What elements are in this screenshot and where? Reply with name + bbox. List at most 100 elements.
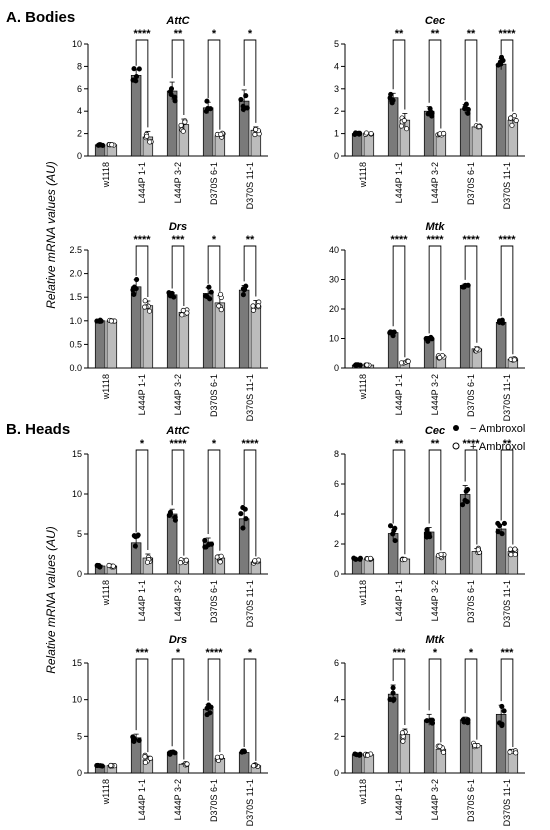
y-tick-label: 10 [72, 489, 82, 499]
data-point-minus [169, 290, 175, 296]
data-point-plus [147, 755, 153, 761]
data-point-minus [356, 752, 362, 758]
data-point-minus [499, 703, 505, 709]
data-point-minus [500, 57, 506, 64]
x-tick-label: L444P 3-2 [430, 162, 440, 203]
y-tick-label: 20 [329, 304, 339, 314]
data-point-plus [252, 558, 258, 564]
data-point-plus [142, 754, 148, 760]
x-tick-label: w1118 [101, 580, 111, 606]
y-tick-label: 0 [77, 768, 82, 778]
bar-plus-ambroxol [471, 126, 483, 157]
data-point-minus [464, 499, 470, 505]
data-point-minus [460, 502, 466, 508]
data-point-plus [142, 759, 148, 766]
x-tick-label: L444P 3-2 [430, 374, 440, 415]
data-point-plus [440, 749, 447, 755]
data-point-minus [94, 762, 100, 769]
data-point-minus [392, 538, 398, 544]
y-tick-label: 0 [77, 151, 82, 161]
data-point-plus [368, 555, 374, 561]
x-tick-label: L444P 3-2 [173, 374, 183, 415]
significance-bracket [243, 245, 257, 297]
significance-label: **** [133, 234, 151, 246]
significance-label: ** [431, 438, 440, 450]
x-tick-label: L444P 3-2 [173, 162, 183, 203]
data-point-plus [184, 761, 190, 767]
data-point-minus [424, 527, 430, 533]
y-tick-label: 1.5 [69, 292, 82, 302]
legend-marker-minus [453, 425, 459, 431]
data-point-minus [131, 66, 137, 72]
significance-label: **** [498, 28, 516, 40]
data-point-plus [218, 754, 225, 760]
data-point-plus [180, 307, 186, 313]
chart-title: Drs [169, 634, 187, 646]
data-point-plus [108, 762, 114, 768]
y-tick-label: 15 [72, 449, 82, 459]
x-tick-label: w1118 [101, 779, 111, 805]
significance-bracket [428, 39, 442, 129]
x-tick-label: D370S 11-1 [245, 162, 255, 209]
bar-minus-ambroxol [459, 108, 471, 157]
data-point-minus [389, 98, 395, 104]
chart-title: AttC [165, 425, 190, 437]
data-point-minus [172, 514, 178, 520]
chart-panel-7: Mtk 0 2 4 6 w1118 L444P 1-1 *** L444P 3-2 * D370S … [334, 634, 525, 826]
x-tick-label: D370S 11-1 [502, 374, 512, 421]
data-point-minus [240, 525, 246, 531]
data-point-minus [96, 562, 102, 569]
data-point-plus [475, 547, 481, 553]
x-tick-label: w1118 [101, 374, 111, 400]
data-point-plus [251, 763, 257, 769]
y-axis-title-heads: Relative mRNA values (AU) [44, 526, 58, 674]
bar-plus-ambroxol [363, 133, 375, 157]
data-point-minus [465, 486, 471, 493]
data-point-minus [130, 287, 136, 293]
data-point-minus [133, 78, 139, 84]
data-point-plus [218, 131, 224, 137]
bar-minus-ambroxol [130, 286, 142, 369]
y-tick-label: 5 [334, 39, 339, 49]
x-tick-label: L444P 1-1 [137, 162, 147, 203]
significance-label: * [433, 647, 438, 659]
data-point-minus [353, 556, 359, 562]
data-point-plus [184, 310, 190, 316]
y-tick-label: 5 [77, 731, 82, 741]
data-point-plus [109, 142, 115, 148]
significance-label: ** [395, 438, 404, 450]
data-point-minus [243, 93, 249, 99]
significance-label: * [248, 647, 253, 659]
bar-minus-ambroxol [423, 719, 435, 774]
data-point-minus [498, 61, 504, 67]
bar-minus-ambroxol [130, 75, 142, 157]
x-tick-label: D370S 11-1 [502, 162, 512, 209]
x-tick-label: L444P 1-1 [137, 779, 147, 820]
significance-label: ** [174, 28, 183, 40]
significance-bracket [428, 245, 442, 351]
data-point-plus [476, 123, 482, 130]
y-tick-label: 6 [334, 479, 339, 489]
data-point-minus [460, 284, 466, 290]
y-tick-label: 2.0 [69, 269, 82, 279]
significance-label: **** [498, 234, 516, 246]
chart-title: Mtk [426, 221, 446, 233]
significance-label: * [469, 647, 474, 659]
data-point-plus [216, 303, 222, 309]
data-point-plus [509, 122, 515, 128]
data-point-minus [99, 763, 105, 769]
data-point-plus [401, 117, 407, 124]
significance-label: **** [205, 647, 223, 659]
bar-plus-ambroxol [178, 311, 190, 369]
x-tick-label: D370S 6-1 [209, 779, 219, 822]
significance-label: *** [501, 647, 515, 659]
y-tick-label: 2 [334, 106, 339, 116]
chart-panel-4: AttC 0 5 10 15 w1118 L444P 1-1 * L444P 3-2 **** D3… [72, 425, 268, 627]
data-point-plus [142, 298, 148, 304]
y-tick-label: 6 [334, 658, 339, 668]
data-point-plus [437, 355, 443, 361]
data-point-minus [355, 362, 361, 368]
y-tick-label: 0 [334, 363, 339, 373]
data-point-minus [98, 318, 104, 324]
